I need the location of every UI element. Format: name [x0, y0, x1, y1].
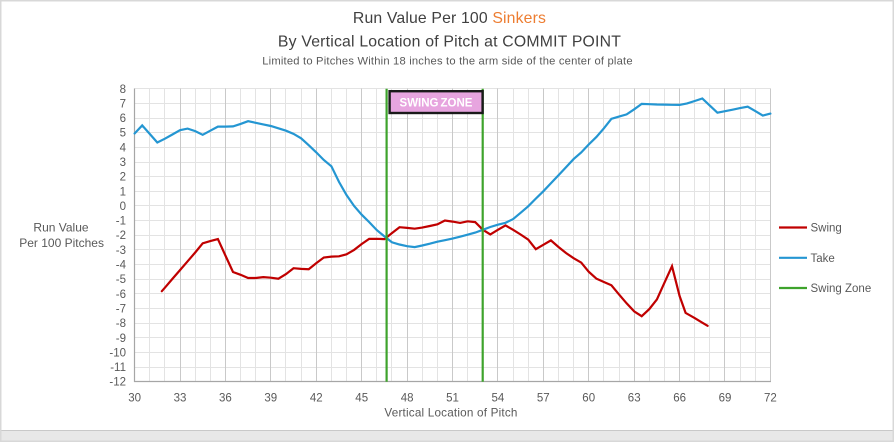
svg-text:7: 7: [120, 98, 126, 110]
svg-text:Vertical Location of Pitch: Vertical Location of Pitch: [384, 407, 517, 420]
svg-text:0: 0: [120, 201, 126, 213]
svg-text:8: 8: [120, 84, 126, 96]
svg-text:Limited to Pitches Within 18 i: Limited to Pitches Within 18 inches to t…: [262, 56, 633, 68]
svg-text:Per 100 Pitches: Per 100 Pitches: [19, 236, 104, 250]
svg-text:66: 66: [673, 393, 686, 405]
svg-text:63: 63: [628, 393, 641, 405]
svg-text:-7: -7: [116, 304, 126, 316]
svg-text:-12: -12: [109, 377, 126, 389]
svg-text:-5: -5: [116, 274, 126, 286]
svg-text:-11: -11: [110, 362, 126, 374]
svg-text:39: 39: [264, 393, 277, 405]
svg-text:5: 5: [120, 128, 126, 140]
svg-text:45: 45: [355, 393, 368, 405]
svg-text:-10: -10: [109, 347, 126, 359]
svg-text:2: 2: [120, 172, 126, 184]
svg-text:1: 1: [120, 186, 126, 198]
svg-text:4: 4: [120, 142, 127, 154]
svg-text:57: 57: [537, 393, 550, 405]
svg-text:42: 42: [310, 393, 323, 405]
svg-text:SWING ZONE: SWING ZONE: [400, 98, 473, 110]
svg-text:Swing: Swing: [811, 223, 842, 235]
svg-text:3: 3: [120, 157, 126, 169]
svg-text:-2: -2: [116, 230, 126, 242]
svg-text:6: 6: [120, 113, 126, 125]
svg-text:By Vertical Location of Pitch: By Vertical Location of Pitch at COMMIT …: [278, 34, 621, 51]
svg-text:72: 72: [764, 393, 777, 405]
svg-text:54: 54: [492, 393, 505, 405]
svg-text:-1: -1: [116, 216, 126, 228]
svg-text:69: 69: [719, 393, 732, 405]
svg-text:Run Value Per 100 Sinkers: Run Value Per 100 Sinkers: [353, 10, 546, 27]
svg-text:Run Value: Run Value: [33, 221, 88, 235]
svg-text:-9: -9: [116, 333, 126, 345]
svg-text:48: 48: [401, 393, 414, 405]
svg-text:-4: -4: [116, 260, 127, 272]
svg-text:-6: -6: [116, 289, 126, 301]
svg-text:36: 36: [219, 393, 232, 405]
svg-text:-3: -3: [116, 245, 126, 257]
svg-text:30: 30: [128, 393, 141, 405]
svg-text:Take: Take: [811, 253, 835, 265]
svg-text:51: 51: [446, 393, 459, 405]
svg-text:-8: -8: [116, 318, 126, 330]
svg-text:Swing Zone: Swing Zone: [811, 283, 872, 295]
svg-text:60: 60: [582, 393, 595, 405]
svg-text:33: 33: [174, 393, 187, 405]
